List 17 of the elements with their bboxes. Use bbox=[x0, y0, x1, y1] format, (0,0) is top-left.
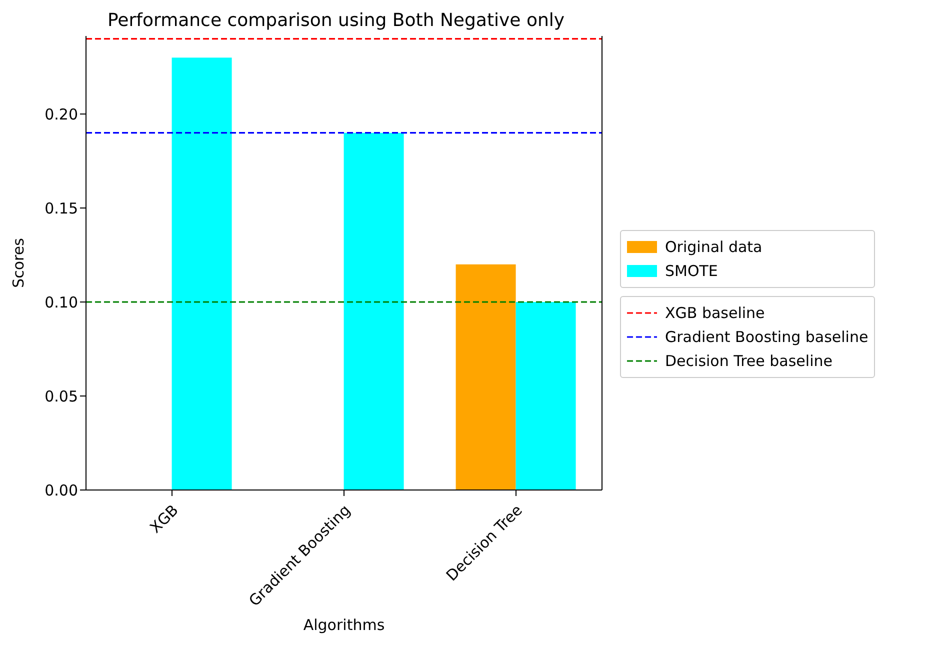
legend-label: XGB baseline bbox=[664, 303, 766, 324]
y-tick-label: 0.00 bbox=[44, 481, 78, 500]
y-tick-label: 0.20 bbox=[44, 105, 78, 124]
legend-label: Decision Tree baseline bbox=[664, 351, 834, 372]
bar bbox=[344, 132, 404, 490]
legend-label: Gradient Boosting baseline bbox=[664, 327, 868, 348]
bar bbox=[456, 264, 516, 490]
y-axis-title: Scores bbox=[9, 238, 28, 288]
x-axis-title: Algorithms bbox=[303, 616, 385, 634]
y-tick-label: 0.05 bbox=[44, 387, 78, 406]
bar bbox=[516, 302, 576, 490]
chart-title: Performance comparison using Both Negative only bbox=[106, 10, 566, 31]
legend-label: SMOTE bbox=[664, 261, 719, 282]
bar bbox=[172, 58, 232, 490]
y-tick-label: 0.15 bbox=[44, 199, 78, 218]
y-tick-label: 0.10 bbox=[44, 293, 78, 312]
legend-label: Original data bbox=[664, 237, 764, 258]
